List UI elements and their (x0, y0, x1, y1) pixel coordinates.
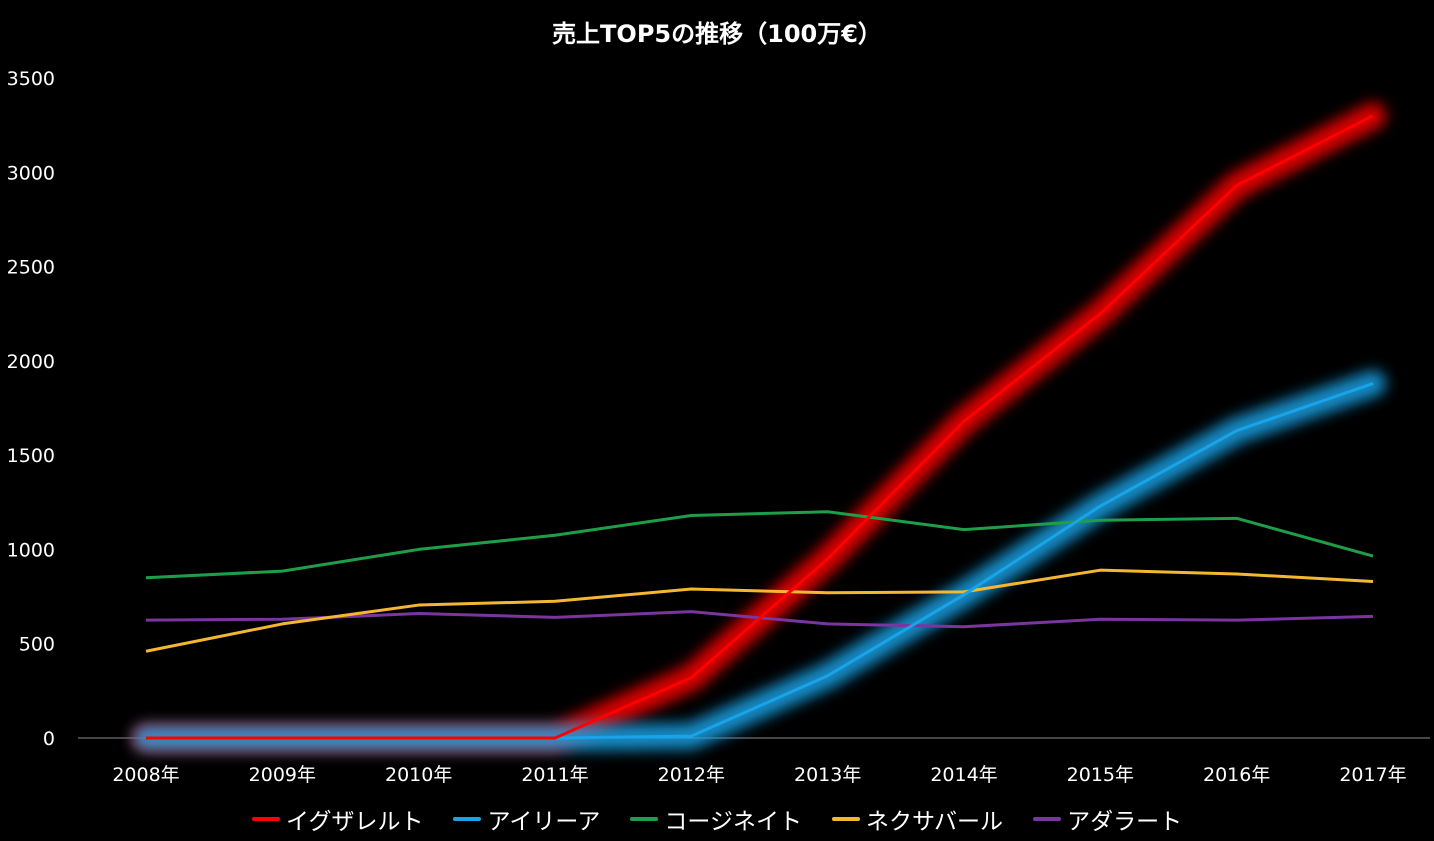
y-tick-label: 3500 (7, 68, 55, 90)
y-tick-label: 2500 (7, 257, 55, 279)
legend-item: イグザレルト (251, 802, 424, 836)
legend-label: ネクサバール (865, 809, 1004, 835)
legend-swatch (453, 817, 482, 821)
legend-item: ネクサバール (831, 802, 1004, 836)
series-line-2 (145, 510, 1374, 580)
x-tick-label: 2010年 (385, 764, 452, 786)
legend-swatch (831, 817, 860, 821)
y-tick-label: 1500 (7, 445, 55, 467)
x-tick-label: 2014年 (930, 764, 997, 786)
y-tick-label: 2000 (7, 351, 55, 373)
x-tick-label: 2013年 (794, 764, 861, 786)
x-axis: 2008年 2009年 2010年 2011年 2012年 2013年 2014年 2015年… (112, 764, 1406, 786)
legend-item: アイリーア (453, 802, 600, 836)
y-axis: 0 500 1000 1500 2000 2500 3000 3500 (7, 68, 55, 750)
legend-label: コージネイト (664, 809, 802, 835)
legend-label: アイリーア (487, 809, 601, 835)
y-tick-label: 0 (43, 728, 55, 750)
y-tick-label: 500 (19, 634, 55, 656)
x-tick-label: 2008年 (112, 764, 179, 786)
series-glow (133, 370, 1386, 751)
x-tick-label: 2011年 (521, 764, 588, 786)
x-tick-label: 2016年 (1203, 764, 1270, 786)
legend-swatch (1033, 817, 1062, 821)
legend-label: イグザレルト (285, 809, 424, 835)
series-glow (133, 102, 1386, 751)
plot-area (133, 102, 1386, 751)
legend-label: アダラート (1067, 809, 1183, 835)
x-tick-label: 2017年 (1339, 764, 1406, 786)
series-line-0 (146, 114, 1374, 740)
legend-item: アダラート (1033, 802, 1182, 836)
legend-swatch (251, 817, 280, 821)
y-tick-label: 1000 (7, 539, 55, 561)
y-tick-label: 3000 (7, 162, 55, 184)
chart-title: 売上TOP5の推移（100万€） (552, 20, 882, 48)
series-line-1 (146, 382, 1374, 740)
legend-item: コージネイト (630, 802, 802, 836)
x-tick-label: 2015年 (1067, 764, 1134, 786)
series-line-3 (145, 568, 1374, 653)
x-tick-label: 2009年 (249, 764, 316, 786)
legend-swatch (630, 817, 659, 821)
legend: イグザレルト アイリーア コージネイト ネクサバール アダラート (0, 802, 1434, 836)
x-tick-label: 2012年 (658, 764, 725, 786)
